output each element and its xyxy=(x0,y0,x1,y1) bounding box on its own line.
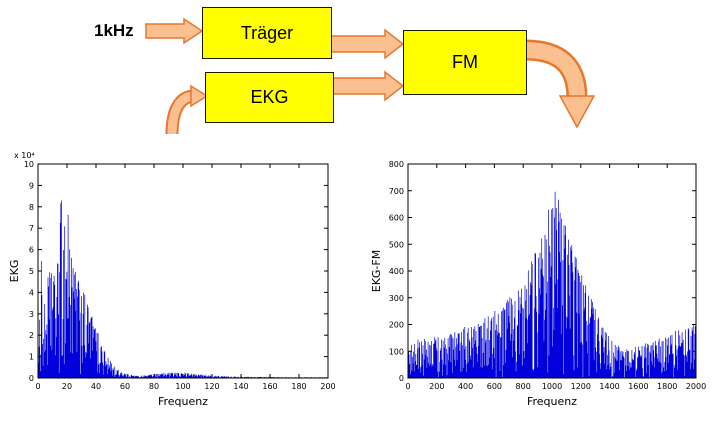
arrow-into-ekg-head xyxy=(190,84,209,108)
x-tick-label: 20 xyxy=(62,382,72,391)
spectrum-series xyxy=(407,191,697,378)
y-tick-label: 500 xyxy=(389,240,404,249)
arrow-traeger-to-fm xyxy=(330,28,405,60)
block-traeger-label: Träger xyxy=(240,22,294,43)
x-tick-label: 0 xyxy=(405,382,410,391)
ekg-fm-spectrum-chart: 0 200 400 600 800 1000 1200 1400 1600 1800 2000 0 10… xyxy=(370,148,708,420)
x-tick-label: 180 xyxy=(291,382,306,391)
block-fm-label: FM xyxy=(452,52,478,72)
plot-box xyxy=(407,163,697,379)
y-tick-label: 100 xyxy=(389,347,404,356)
x-tick-label: 1200 xyxy=(571,382,591,391)
spectrum-series xyxy=(37,200,329,378)
x-tick-label: 160 xyxy=(262,382,277,391)
x-tick-label: 600 xyxy=(487,382,502,391)
y-tick-label: 8 xyxy=(29,203,34,212)
y-tick-label: 0 xyxy=(399,374,404,383)
x-axis-label: Frequenz xyxy=(527,395,577,408)
arrow-fm-output-head xyxy=(558,95,596,129)
y-tick-label: 3 xyxy=(29,310,34,319)
y-tick-label: 400 xyxy=(389,267,404,276)
y-scale-exponent-label: x 10⁴ xyxy=(14,151,35,160)
block-fm: FM xyxy=(403,30,527,95)
block-traeger: Träger xyxy=(202,7,332,59)
block-ekg: EKG xyxy=(205,72,334,123)
x-tick-label: 140 xyxy=(233,382,248,391)
arrow-into-ekg xyxy=(167,91,194,135)
arrow-fm-output xyxy=(524,42,585,99)
y-axis-label: EKG xyxy=(8,260,21,283)
x-tick-label: 2000 xyxy=(686,382,706,391)
y-tick-label: 200 xyxy=(389,321,404,330)
y-tick-label: 5 xyxy=(29,267,34,276)
x-tick-label: 120 xyxy=(204,382,219,391)
chart-svg: 0 20 40 60 80 100 120 140 160 180 200 0 1 2 3 4 5 6 7 8 9 10 F… xyxy=(8,151,336,408)
y-axis-label: EKG-FM xyxy=(370,250,383,292)
block-ekg-label: EKG xyxy=(250,87,289,107)
x-tick-label: 60 xyxy=(120,382,130,391)
y-tick-label: 1 xyxy=(29,353,34,362)
x-axis-label: Frequenz xyxy=(158,395,208,408)
x-tick-label: 1800 xyxy=(657,382,677,391)
plot-box xyxy=(37,163,329,379)
x-tick-label: 1000 xyxy=(542,382,562,391)
x-tick-label: 80 xyxy=(149,382,159,391)
x-tick-label: 100 xyxy=(175,382,190,391)
y-tick-label: 0 xyxy=(29,374,34,383)
y-tick-label: 2 xyxy=(29,331,34,340)
x-tick-label: 1600 xyxy=(628,382,648,391)
y-tick-label: 300 xyxy=(389,294,404,303)
y-tick-label: 9 xyxy=(29,181,34,190)
y-tick-label: 7 xyxy=(29,224,34,233)
y-tick-label: 600 xyxy=(389,214,404,223)
x-tick-label: 200 xyxy=(320,382,335,391)
x-tick-label: 40 xyxy=(91,382,101,391)
x-tick-label: 800 xyxy=(516,382,531,391)
arrow-ekg-to-fm xyxy=(332,70,405,102)
y-tick-label: 800 xyxy=(389,160,404,169)
y-tick-label: 6 xyxy=(29,246,34,255)
ekg-spectrum-chart: 0 20 40 60 80 100 120 140 160 180 200 0 1 2 3 4 5 6 7 8 9 10 F… xyxy=(8,148,340,420)
signal-flow-diagram xyxy=(145,17,596,135)
y-tick-label: 4 xyxy=(29,288,34,297)
y-tick-label: 10 xyxy=(24,160,34,169)
arrow-1khz-to-traeger xyxy=(145,17,204,45)
x-tick-label: 200 xyxy=(429,382,444,391)
input-frequency-label: 1kHz xyxy=(94,21,134,40)
chart-svg: 0 200 400 600 800 1000 1200 1400 1600 1800 2000 0 10… xyxy=(370,160,706,408)
x-tick-label: 0 xyxy=(35,382,40,391)
y-tick-label: 700 xyxy=(389,187,404,196)
x-tick-label: 400 xyxy=(458,382,473,391)
x-tick-label: 1400 xyxy=(599,382,619,391)
